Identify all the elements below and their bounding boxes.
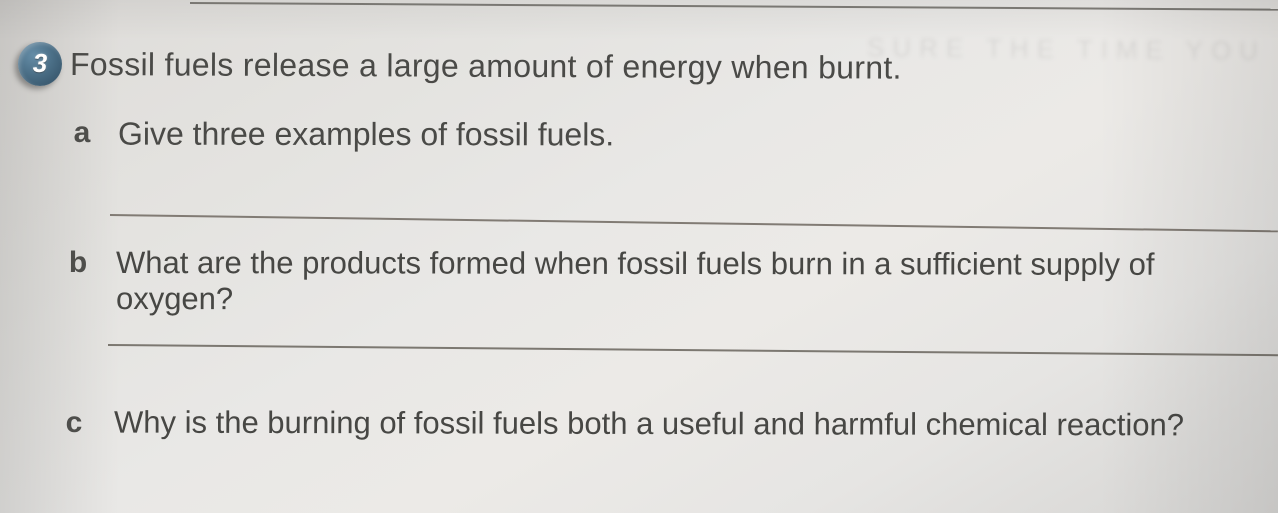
page-top-rule [190, 2, 1278, 11]
part-a-text: Give three examples of fossil fuels. [118, 116, 614, 154]
part-a-label: a [64, 116, 100, 150]
part-b-text: What are the products formed when fossil… [116, 245, 1278, 319]
answer-line-a [110, 214, 1278, 232]
part-c-label: c [56, 406, 92, 440]
question-number: 3 [33, 48, 47, 79]
part-b-label: b [60, 246, 96, 280]
part-c-text: Why is the burning of fossil fuels both … [114, 405, 1184, 444]
print-through-ghost: SURE THE TIME YOU [867, 32, 1266, 66]
answer-line-b [108, 344, 1278, 356]
worksheet-page: 3 Fossil fuels release a large amount of… [0, 0, 1278, 513]
question-intro-text: Fossil fuels release a large amount of e… [70, 46, 902, 87]
question-number-badge: 3 [18, 42, 62, 86]
